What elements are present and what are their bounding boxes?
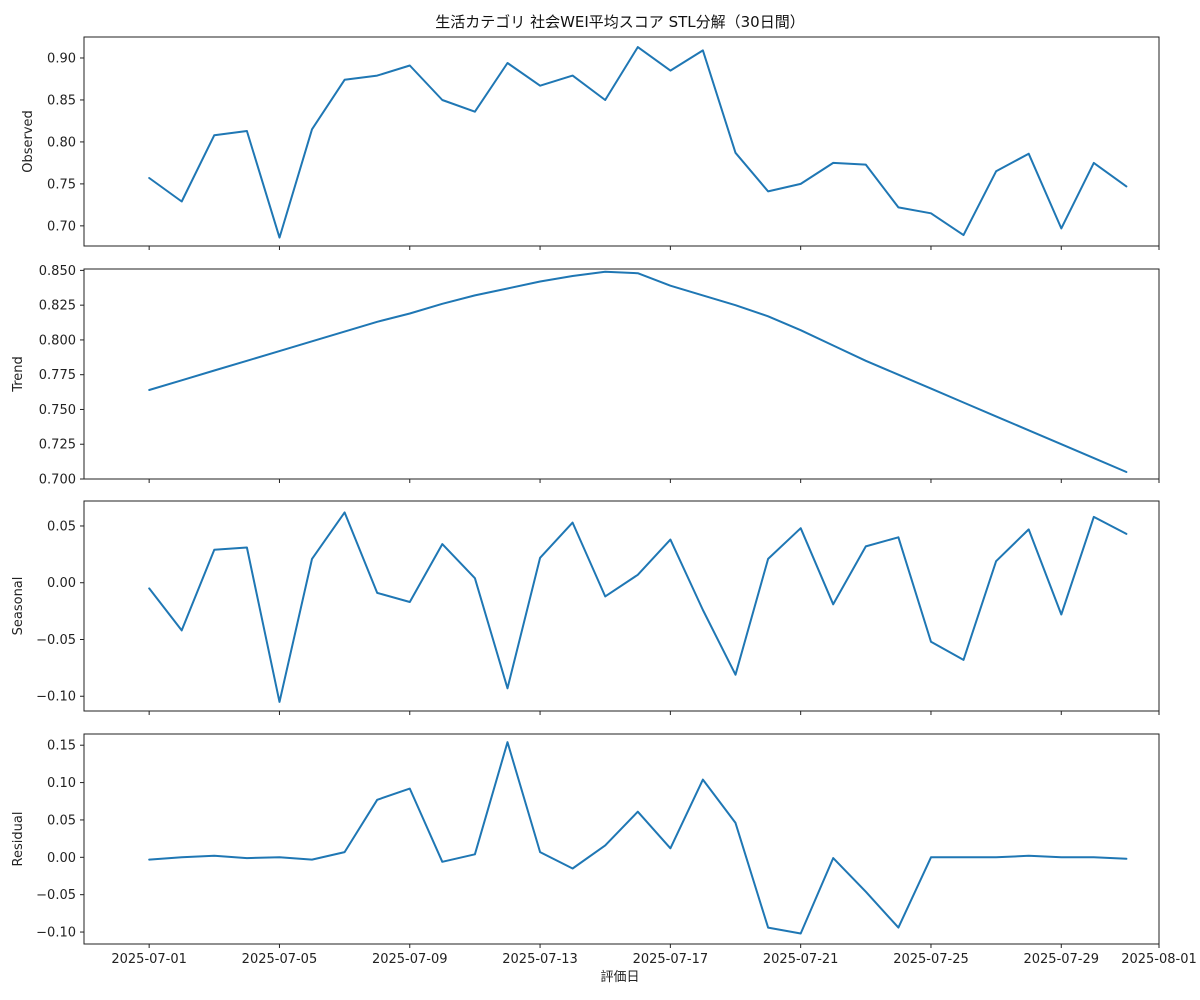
- y-tick-label: 0.850: [39, 264, 76, 279]
- x-tick-label: 2025-07-17: [633, 952, 709, 967]
- plot-frame: [83, 500, 1160, 712]
- y-axis-label: Trend: [11, 356, 26, 393]
- y-tick-label: −0.05: [36, 888, 76, 903]
- y-tick-label: 0.80: [47, 135, 76, 150]
- chart-title: 生活カテゴリ 社会WEI平均スコア STL分解（30日間）: [435, 13, 804, 31]
- y-tick-label: 0.05: [47, 813, 76, 828]
- x-axis-label: 評価日: [600, 970, 639, 985]
- x-tick-label: 2025-07-21: [763, 952, 839, 967]
- y-tick-label: 0.90: [47, 51, 76, 66]
- y-axis-label: Observed: [21, 110, 36, 173]
- y-tick-label: 0.725: [39, 438, 76, 453]
- x-tick-label: 2025-07-25: [893, 952, 969, 967]
- y-tick-label: 0.700: [39, 473, 76, 488]
- series-line-trend: [148, 270, 1128, 473]
- y-tick-label: −0.05: [36, 633, 76, 648]
- x-tick-label: 2025-07-13: [502, 952, 578, 967]
- plot-frame: [83, 36, 1160, 247]
- x-tick-label: 2025-07-05: [242, 952, 318, 967]
- y-axis-label: Seasonal: [11, 577, 26, 636]
- y-axis-label: Residual: [11, 812, 26, 867]
- plot-frame: [83, 733, 1160, 945]
- y-tick-label: 0.00: [47, 576, 76, 591]
- y-tick-label: 0.750: [39, 403, 76, 418]
- y-tick-label: 0.85: [47, 93, 76, 108]
- x-tick-label: 2025-07-29: [1023, 952, 1099, 967]
- y-tick-label: −0.10: [36, 926, 76, 941]
- series-line-seasonal: [148, 511, 1128, 703]
- y-tick-label: 0.00: [47, 851, 76, 866]
- y-tick-label: −0.10: [36, 690, 76, 705]
- x-tick-label: 2025-08-01: [1121, 952, 1197, 967]
- x-tick-label: 2025-07-09: [372, 952, 448, 967]
- y-tick-label: 0.05: [47, 519, 76, 534]
- y-tick-label: 0.70: [47, 219, 76, 234]
- panel-trend: 0.700 0.725 0.750 0.775 0.800 0.825 0.850 Trend: [11, 264, 1160, 488]
- y-tick-label: 0.800: [39, 333, 76, 348]
- y-tick-label: 0.825: [39, 299, 76, 314]
- panel-seasonal: −0.10 −0.05 0.00 0.05 Seasonal: [11, 500, 1160, 715]
- y-tick-label: 0.15: [47, 739, 76, 754]
- panel-observed: 0.70 0.75 0.80 0.85 0.90 Observed: [21, 36, 1160, 250]
- panels-group: 0.700.750.800.850.90Observed0.7000.7250.…: [11, 36, 1197, 967]
- y-tick-label: 0.10: [47, 776, 76, 791]
- plot-frame: [83, 268, 1160, 480]
- series-line-residual: [148, 741, 1128, 935]
- series-line-observed: [148, 46, 1128, 239]
- x-tick-label: 2025-07-01: [111, 952, 187, 967]
- panel-residual: −0.10 −0.05 0.00 0.05 0.10 0.15 2025-07-01 2025…: [11, 733, 1197, 967]
- y-tick-label: 0.75: [47, 177, 76, 192]
- y-tick-label: 0.775: [39, 368, 76, 383]
